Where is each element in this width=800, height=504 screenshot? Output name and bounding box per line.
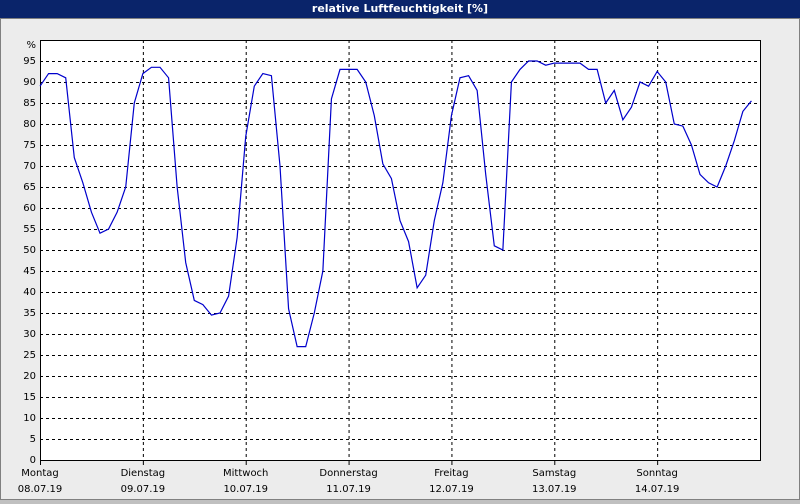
y-tick-label: 35: [23, 308, 36, 319]
y-tick-label: 75: [23, 140, 36, 151]
y-tick-label: 15: [23, 392, 36, 403]
y-tick-label: 30: [23, 329, 36, 340]
x-tick-label: Sonntag: [636, 468, 678, 479]
y-unit: %: [26, 40, 36, 51]
y-tick-label: 60: [23, 203, 36, 214]
x-tick-date: 11.07.19: [326, 484, 371, 495]
y-tick-label: 70: [23, 161, 36, 172]
x-tick-date: 09.07.19: [121, 484, 166, 495]
y-tick-label: 25: [23, 350, 36, 361]
y-tick-label: 80: [23, 119, 36, 130]
x-tick-label: Donnerstag: [319, 468, 377, 479]
x-tick-date: 10.07.19: [223, 484, 268, 495]
x-tick-date: 08.07.19: [18, 484, 63, 495]
title-bar: [0, 0, 800, 18]
x-tick-date: 12.07.19: [429, 484, 474, 495]
y-tick-label: 85: [23, 98, 36, 109]
x-tick-label: Dienstag: [121, 468, 166, 479]
y-tick-label: 0: [30, 455, 36, 466]
y-tick-label: 20: [23, 371, 36, 382]
y-tick-label: 65: [23, 182, 36, 193]
y-tick-label: 5: [30, 434, 36, 445]
y-tick-label: 95: [23, 56, 36, 67]
y-tick-label: 55: [23, 224, 36, 235]
x-tick-label: Freitag: [434, 468, 468, 479]
y-tick-label: 40: [23, 287, 36, 298]
x-tick-date: 13.07.19: [532, 484, 577, 495]
y-tick-label: 50: [23, 245, 36, 256]
window-title: relative Luftfeuchtigkeit [%]: [312, 2, 488, 15]
y-tick-label: 10: [23, 413, 36, 424]
x-tick-date: 14.07.19: [635, 484, 680, 495]
x-tick-label: Montag: [21, 468, 58, 479]
humidity-line: [39, 60, 752, 348]
x-tick-label: Samstag: [532, 468, 576, 479]
x-tick-label: Mittwoch: [223, 468, 268, 479]
y-tick-label: 90: [23, 77, 36, 88]
y-tick-label: 45: [23, 266, 36, 277]
